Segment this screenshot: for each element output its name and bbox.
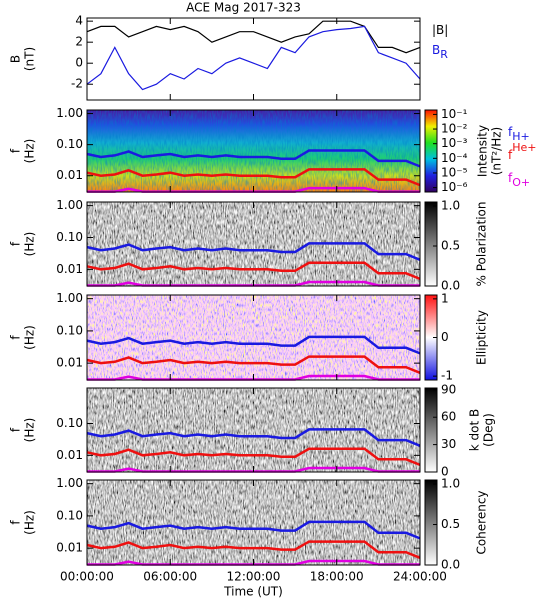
colorbar-tick-label: 0 bbox=[441, 465, 449, 479]
y-tick-label: 0.01 bbox=[56, 356, 83, 370]
legend-superscript: He+ bbox=[512, 141, 536, 154]
y-axis-label: f bbox=[9, 148, 23, 153]
y-axis-label: (nT) bbox=[23, 47, 37, 71]
legend-name: B bbox=[432, 43, 440, 57]
spectrogram-texture bbox=[87, 110, 420, 192]
series-line bbox=[86, 335, 421, 355]
y-axis-label: (Hz) bbox=[23, 325, 37, 350]
y-tick-label: 1.00 bbox=[56, 106, 83, 120]
y-axis-label: f bbox=[9, 241, 23, 246]
spectrogram bbox=[87, 295, 420, 380]
x-tick-label: 06:00:00 bbox=[143, 570, 197, 584]
y-axis-label: f bbox=[9, 520, 23, 525]
legend-subscript: H+ bbox=[512, 130, 530, 143]
y-tick-label: 0.01 bbox=[56, 448, 83, 462]
series-line bbox=[86, 540, 421, 559]
series-line bbox=[86, 149, 421, 168]
colorbar-tick-label: 0.5 bbox=[441, 517, 460, 531]
y-tick-label: 1.00 bbox=[56, 291, 83, 305]
colorbar bbox=[424, 201, 438, 287]
legend-name: |B| bbox=[432, 23, 448, 37]
colorbar-tick-label: 90 bbox=[441, 382, 456, 396]
y-tick-label: 0.01 bbox=[56, 541, 83, 555]
y-axis-label: (Hz) bbox=[23, 510, 37, 535]
chart-title: ACE Mag 2017-323 bbox=[186, 1, 301, 15]
colorbar bbox=[424, 109, 438, 193]
series-line bbox=[86, 242, 421, 261]
colorbar-tick-label: 0.0 bbox=[441, 558, 460, 572]
colorbar-tick-label: 0.0 bbox=[441, 279, 460, 293]
colorbar bbox=[424, 387, 438, 473]
colorbar-tick-label: 30 bbox=[441, 437, 456, 451]
y-tick-label: 0.10 bbox=[56, 508, 83, 522]
y-tick-label: 4 bbox=[75, 14, 83, 28]
colorbar-label: % Polarization bbox=[475, 202, 489, 287]
series-line bbox=[86, 261, 421, 281]
legend-name: f bbox=[508, 171, 513, 185]
legend-entry: |B| bbox=[432, 23, 448, 37]
y-tick-label: 0.10 bbox=[56, 323, 83, 337]
y-tick-label: 0.10 bbox=[56, 230, 83, 244]
colorbar-tick-label: 1.0 bbox=[441, 199, 460, 213]
colorbar bbox=[424, 479, 438, 566]
colorbar-tick-label: 60 bbox=[441, 410, 456, 424]
y-axis-label: (Hz) bbox=[23, 139, 37, 164]
colorbar-label: k dot B bbox=[468, 409, 482, 451]
series-line bbox=[86, 428, 421, 447]
legend-subscript: O+ bbox=[512, 176, 530, 189]
y-axis-label: f bbox=[9, 335, 23, 340]
colorbar-tick-label: 10⁻⁶ bbox=[441, 180, 468, 194]
x-tick-label: 18:00:00 bbox=[310, 570, 364, 584]
legend-entry: fH+ bbox=[508, 125, 530, 144]
legend-entry: BR bbox=[432, 43, 448, 62]
legend-subscript: R bbox=[440, 48, 448, 61]
colorbar-label: Ellipticity bbox=[475, 310, 489, 365]
colorbar-label: (Deg) bbox=[482, 413, 496, 447]
series-line bbox=[86, 168, 421, 187]
legend-name: f bbox=[508, 125, 513, 139]
colorbar-tick-label: 1 bbox=[441, 291, 449, 305]
spectrogram bbox=[87, 202, 420, 286]
legend-entry: fHe+ bbox=[508, 141, 537, 162]
legend-name: f bbox=[508, 148, 513, 162]
colorbar-tick-label: 10⁻⁵ bbox=[441, 165, 468, 179]
series-line bbox=[86, 447, 421, 467]
colorbar-tick-label: 1.0 bbox=[441, 477, 460, 491]
y-tick-label: 0.01 bbox=[56, 262, 83, 276]
x-tick-label: 00:00:00 bbox=[60, 570, 114, 584]
y-tick-label: 2 bbox=[75, 35, 83, 49]
y-tick-label: 1.00 bbox=[56, 476, 83, 490]
y-axis-label: B bbox=[9, 55, 23, 63]
colorbar-label: Intensity bbox=[476, 125, 490, 177]
spectrogram bbox=[87, 480, 420, 565]
plot-frame bbox=[86, 17, 421, 101]
x-axis-label: Time (UT) bbox=[223, 585, 283, 599]
y-axis-label: (Hz) bbox=[23, 232, 37, 257]
y-tick-label: 0 bbox=[75, 56, 83, 70]
y-axis-label: (Hz) bbox=[23, 418, 37, 443]
y-tick-label: -2 bbox=[71, 77, 83, 91]
series-line bbox=[86, 25, 421, 91]
colorbar-tick-label: 10⁻⁴ bbox=[441, 151, 468, 165]
series-line bbox=[86, 355, 421, 374]
colorbar-tick-label: 10⁻² bbox=[441, 122, 468, 136]
y-axis-label: f bbox=[9, 427, 23, 432]
y-tick-label: 0.10 bbox=[56, 137, 83, 151]
spectrogram bbox=[87, 388, 420, 472]
y-tick-label: 1.00 bbox=[56, 198, 83, 212]
colorbar-tick-label: 10⁻³ bbox=[441, 136, 468, 150]
colorbar-tick-label: 0 bbox=[441, 330, 449, 344]
y-tick-label: 0.10 bbox=[56, 416, 83, 430]
colorbar-tick-label: -1 bbox=[441, 369, 453, 383]
colorbar-tick-label: 10⁻¹ bbox=[441, 107, 468, 121]
colorbar-label: Coherency bbox=[475, 490, 489, 554]
legend-entry: fO+ bbox=[508, 171, 530, 190]
x-tick-label: 24:00:00 bbox=[393, 570, 447, 584]
series-line bbox=[86, 520, 421, 540]
colorbar-tick-label: 0.5 bbox=[441, 239, 460, 253]
x-tick-label: 12:00:00 bbox=[227, 570, 281, 584]
y-tick-label: 0.01 bbox=[56, 168, 83, 182]
colorbar-label: (nT²/Hz) bbox=[490, 127, 504, 175]
